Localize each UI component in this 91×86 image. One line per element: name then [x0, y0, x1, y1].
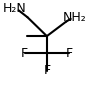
Text: F: F — [21, 47, 28, 60]
Text: H₂N: H₂N — [2, 2, 26, 15]
Text: F: F — [43, 64, 50, 77]
Text: F: F — [65, 47, 73, 60]
Text: NH₂: NH₂ — [63, 11, 87, 24]
